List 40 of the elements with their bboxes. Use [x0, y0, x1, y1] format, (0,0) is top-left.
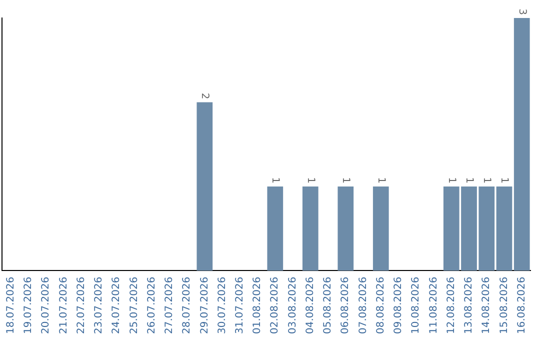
- data-label: 1: [340, 177, 352, 184]
- x-tick-label: 06.08.2026: [340, 276, 352, 334]
- x-tick-label: 15.08.2026: [498, 276, 510, 334]
- data-label: 1: [498, 177, 510, 184]
- x-tick-label: 16.08.2026: [516, 276, 528, 334]
- x-tick-label: 05.08.2026: [322, 276, 334, 334]
- x-tick-label: 12.08.2026: [446, 276, 457, 334]
- x-tick-label: 08.08.2026: [375, 276, 386, 334]
- x-tick-label: 19.07.2026: [23, 276, 34, 334]
- x-tick-label: 14.08.2026: [481, 276, 492, 334]
- data-label: 1: [375, 177, 386, 184]
- data-label: 1: [481, 177, 492, 184]
- data-label: 3: [516, 8, 528, 15]
- x-tick-label: 30.07.2026: [216, 276, 228, 334]
- x-tick-label: 23.07.2026: [94, 276, 105, 334]
- x-tick-label: 04.08.2026: [304, 276, 316, 334]
- data-label: 1: [270, 177, 281, 184]
- x-tick-label: 24.07.2026: [111, 276, 122, 334]
- data-label: 1: [463, 177, 474, 184]
- x-tick-label: 07.08.2026: [358, 276, 369, 334]
- x-tick-label: 01.08.2026: [252, 276, 264, 334]
- x-tick-label: 29.07.2026: [199, 276, 210, 334]
- data-label: 2: [199, 92, 210, 100]
- x-tick-label: 21.07.2026: [58, 276, 70, 334]
- data-label: 1: [446, 177, 457, 184]
- x-tick-label: 10.08.2026: [410, 276, 422, 334]
- x-tick-label: 02.08.2026: [270, 276, 281, 334]
- x-tick-label: 27.07.2026: [164, 276, 176, 334]
- x-tick-label: 28.07.2026: [182, 276, 193, 334]
- x-tick-label: 11.08.2026: [428, 276, 440, 334]
- x-tick-label: 31.07.2026: [234, 276, 246, 334]
- data-label: 1: [304, 177, 316, 184]
- x-tick-label: 25.07.2026: [128, 276, 140, 334]
- x-tick-label: 03.08.2026: [287, 276, 298, 334]
- x-tick-label: 18.07.2026: [5, 276, 16, 334]
- x-tick-label: 26.07.2026: [146, 276, 158, 334]
- x-tick-label: 20.07.2026: [40, 276, 52, 334]
- x-tick-label: 13.08.2026: [464, 276, 475, 334]
- x-tick-label: 22.07.2026: [76, 276, 87, 334]
- x-tick-label: 09.08.2026: [393, 276, 404, 334]
